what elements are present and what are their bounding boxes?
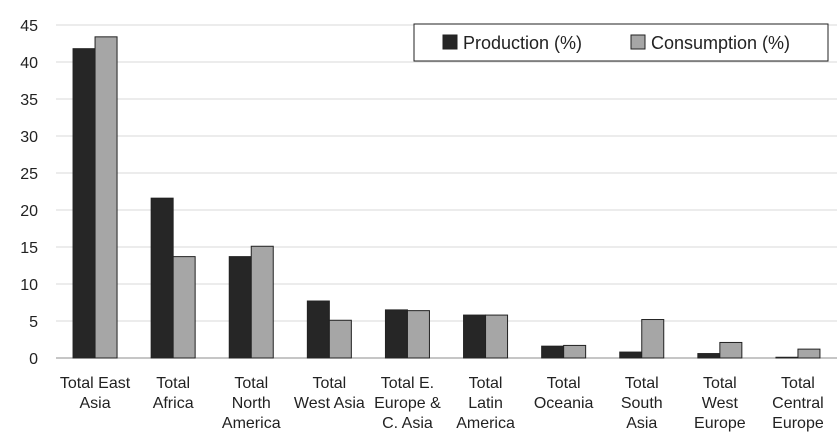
- x-axis: Total East Asia Total Africa Total North Ameri…: [60, 375, 824, 432]
- bar-consumption: [797, 348, 821, 359]
- legend-box: [413, 23, 829, 62]
- legend-swatch-consumption: [630, 34, 646, 50]
- legend: Production (%) Consumption (%): [413, 23, 829, 62]
- y-tick-label: 0: [29, 351, 38, 368]
- y-tick-label: 20: [20, 203, 38, 220]
- bar-consumption: [406, 310, 430, 359]
- bar-consumption: [172, 256, 196, 359]
- y-tick-label: 30: [20, 129, 38, 146]
- bar-production: [384, 309, 408, 359]
- bar-consumption: [250, 245, 274, 359]
- bar-consumption: [94, 36, 118, 359]
- x-category-label: Total Africa: [153, 375, 194, 412]
- legend-label-consumption: Consumption (%): [651, 33, 790, 53]
- legend-swatch-production: [442, 34, 458, 50]
- x-category-label: Total Oceania: [534, 375, 594, 412]
- y-tick-label: 40: [20, 55, 38, 72]
- bar-consumption: [641, 319, 665, 359]
- bar-production: [697, 353, 721, 359]
- x-category-label: Total West Asia: [294, 375, 365, 412]
- x-category-label: Total West Europe: [694, 375, 746, 432]
- bar-production: [463, 314, 487, 359]
- y-tick-label: 5: [29, 314, 38, 331]
- bar-production: [541, 345, 565, 359]
- bar-production: [306, 300, 330, 359]
- bar-consumption: [563, 344, 587, 359]
- y-tick-label: 25: [20, 166, 38, 183]
- bar-production: [228, 256, 252, 359]
- x-category-label: Total Central Europe: [772, 375, 824, 432]
- bar-production: [72, 48, 96, 359]
- y-tick-label: 45: [20, 18, 38, 35]
- bar-production: [775, 356, 799, 359]
- legend-label-production: Production (%): [463, 33, 582, 53]
- x-category-label: Total South Asia: [621, 375, 663, 432]
- x-category-label: Total East Asia: [60, 375, 131, 412]
- x-category-label: Total North America: [222, 375, 281, 432]
- bar-production: [150, 197, 174, 359]
- bar-consumption: [328, 319, 352, 359]
- y-tick-label: 15: [20, 240, 38, 257]
- x-category-label: Total E. Europe & C. Asia: [374, 375, 441, 432]
- y-tick-label: 10: [20, 277, 38, 294]
- y-axis: 0 5 10 15 20 25 30 35 40 45: [20, 18, 38, 368]
- x-category-label: Total Latin America: [456, 375, 515, 432]
- y-tick-label: 35: [20, 92, 38, 109]
- bar-production: [619, 351, 643, 359]
- bars: [72, 36, 821, 359]
- bar-consumption: [719, 341, 743, 359]
- bar-consumption: [485, 314, 509, 359]
